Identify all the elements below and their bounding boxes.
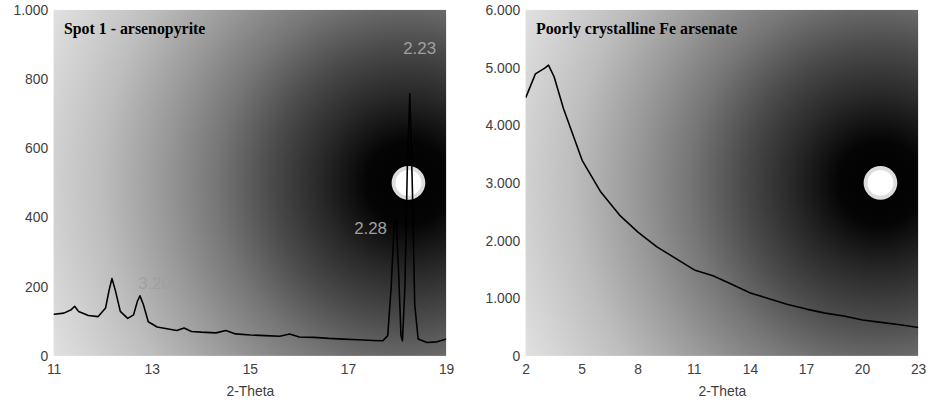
svg-text:1.000: 1.000 — [13, 2, 48, 18]
svg-text:0: 0 — [512, 348, 520, 364]
svg-text:3.000: 3.000 — [485, 175, 520, 191]
svg-text:20: 20 — [855, 361, 871, 377]
svg-text:400: 400 — [25, 209, 48, 225]
svg-text:600: 600 — [25, 140, 48, 156]
svg-text:4.000: 4.000 — [485, 117, 520, 133]
svg-text:2.000: 2.000 — [485, 233, 520, 249]
svg-text:200: 200 — [25, 279, 48, 295]
svg-text:2: 2 — [522, 361, 530, 377]
svg-text:2.28: 2.28 — [354, 219, 387, 238]
svg-text:Spot 1 - arsenopyrite: Spot 1 - arsenopyrite — [64, 20, 205, 38]
svg-text:2-Theta: 2-Theta — [698, 383, 746, 399]
svg-text:0: 0 — [40, 347, 49, 364]
svg-text:11: 11 — [687, 361, 702, 377]
svg-text:3.20: 3.20 — [138, 274, 171, 293]
svg-text:2-Theta: 2-Theta — [226, 383, 274, 399]
svg-text:5.000: 5.000 — [485, 60, 520, 76]
svg-text:5: 5 — [578, 361, 586, 377]
svg-text:Poorly crystalline Fe arsenate: Poorly crystalline Fe arsenate — [536, 20, 737, 38]
svg-text:14: 14 — [743, 361, 759, 377]
svg-text:23: 23 — [911, 361, 927, 377]
svg-text:2.23: 2.23 — [403, 39, 436, 58]
svg-text:17: 17 — [341, 361, 357, 377]
svg-text:11: 11 — [47, 361, 62, 377]
svg-text:6.000: 6.000 — [485, 2, 520, 18]
svg-text:15: 15 — [243, 361, 259, 377]
svg-text:1.000: 1.000 — [485, 290, 520, 306]
svg-text:17: 17 — [799, 361, 815, 377]
svg-text:13: 13 — [144, 361, 160, 377]
svg-text:8: 8 — [634, 361, 642, 377]
svg-text:19: 19 — [439, 361, 455, 377]
svg-text:800: 800 — [25, 71, 48, 87]
